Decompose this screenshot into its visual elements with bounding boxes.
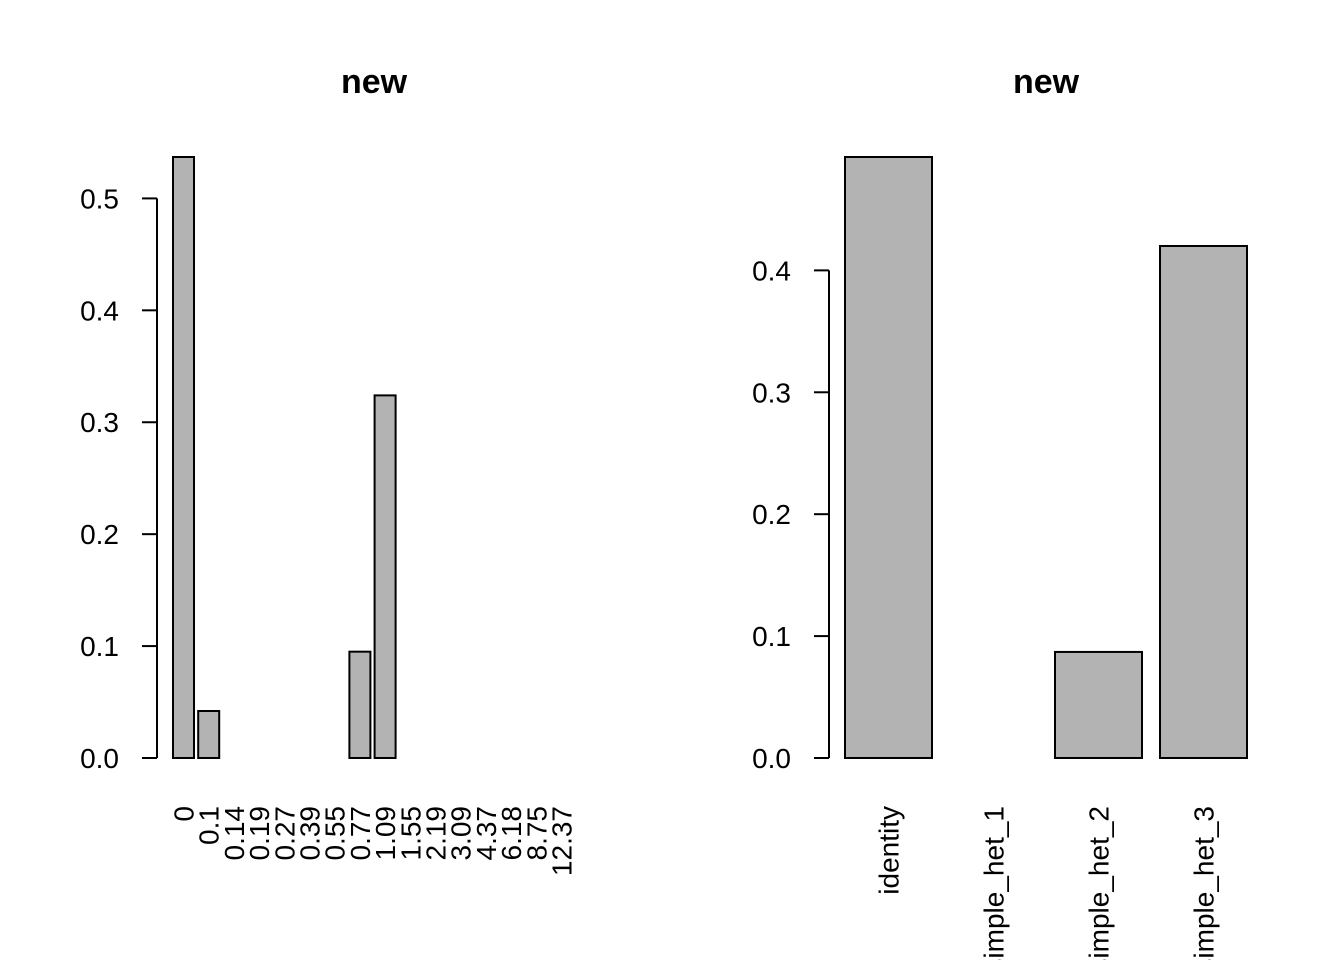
right-bars <box>844 156 1248 759</box>
bar-0.77 <box>348 650 372 760</box>
x-tick-label: 1.55 <box>395 806 426 861</box>
x-tick-label: 0.55 <box>320 806 351 861</box>
y-tick-label: 0.3 <box>80 407 119 438</box>
right-y-axis: 0.0 0.1 0.2 0.3 0.4 <box>752 255 830 774</box>
x-tick-label: 12.37 <box>547 806 578 876</box>
y-tick-label: 0.4 <box>752 255 791 286</box>
x-tick-label: 1.09 <box>370 806 401 861</box>
x-tick-label: 0.14 <box>219 806 250 861</box>
x-tick-label: 6.18 <box>496 806 527 861</box>
y-tick-label: 0.2 <box>752 499 791 530</box>
bar-simple_het_2 <box>1054 650 1143 759</box>
y-tick-label: 0.1 <box>752 621 791 652</box>
y-tick-label: 0.0 <box>80 743 119 774</box>
left-x-tick-labels: 00.10.140.190.270.390.550.771.091.552.19… <box>169 806 578 876</box>
x-tick-label: simple_het_1 <box>979 806 1010 960</box>
x-tick-label: 4.37 <box>471 806 502 861</box>
y-tick-label: 0.2 <box>80 519 119 550</box>
right-chart-title: new <box>1013 63 1080 101</box>
left-chart-title: new <box>341 63 408 101</box>
x-tick-label: 0.77 <box>345 806 376 861</box>
x-tick-label: 0.39 <box>295 806 326 861</box>
x-tick-label: simple_het_3 <box>1189 806 1220 960</box>
y-tick-label: 0.5 <box>80 183 119 214</box>
y-tick-label: 0.1 <box>80 631 119 662</box>
bar-simple_het_3 <box>1159 244 1248 759</box>
left-bar-chart: new 0.00.10.20.30.40.5 00.10.140.190.270… <box>80 63 577 876</box>
bar-0.1 <box>197 709 221 759</box>
x-tick-label: identity <box>874 806 905 895</box>
y-tick-label: 0.3 <box>752 377 791 408</box>
bar-0 <box>172 156 195 759</box>
y-tick-label: 0.0 <box>752 743 791 774</box>
x-tick-label: 0.19 <box>244 806 275 861</box>
y-tick-label: 0.4 <box>80 295 119 326</box>
x-tick-label: 0.1 <box>194 806 225 845</box>
bar-1.09 <box>373 394 397 759</box>
x-tick-label: simple_het_2 <box>1084 806 1115 960</box>
x-tick-label: 8.75 <box>521 806 552 861</box>
right-bar-chart: new 0.0 0.1 0.2 0.3 0.4 identity simple_het_1… <box>752 63 1248 960</box>
left-bars <box>172 156 397 760</box>
left-y-axis: 0.0 0.1 0.2 0.3 0.4 0.5 <box>80 183 158 774</box>
x-tick-label: 0.27 <box>269 806 300 861</box>
x-tick-label: 0 <box>169 806 200 822</box>
x-tick-label: 2.19 <box>421 806 452 861</box>
bar-identity <box>844 156 933 759</box>
x-tick-label: 3.09 <box>446 806 477 861</box>
right-x-tick-labels: identity simple_het_1 simple_het_2 simple_h… <box>874 806 1220 960</box>
